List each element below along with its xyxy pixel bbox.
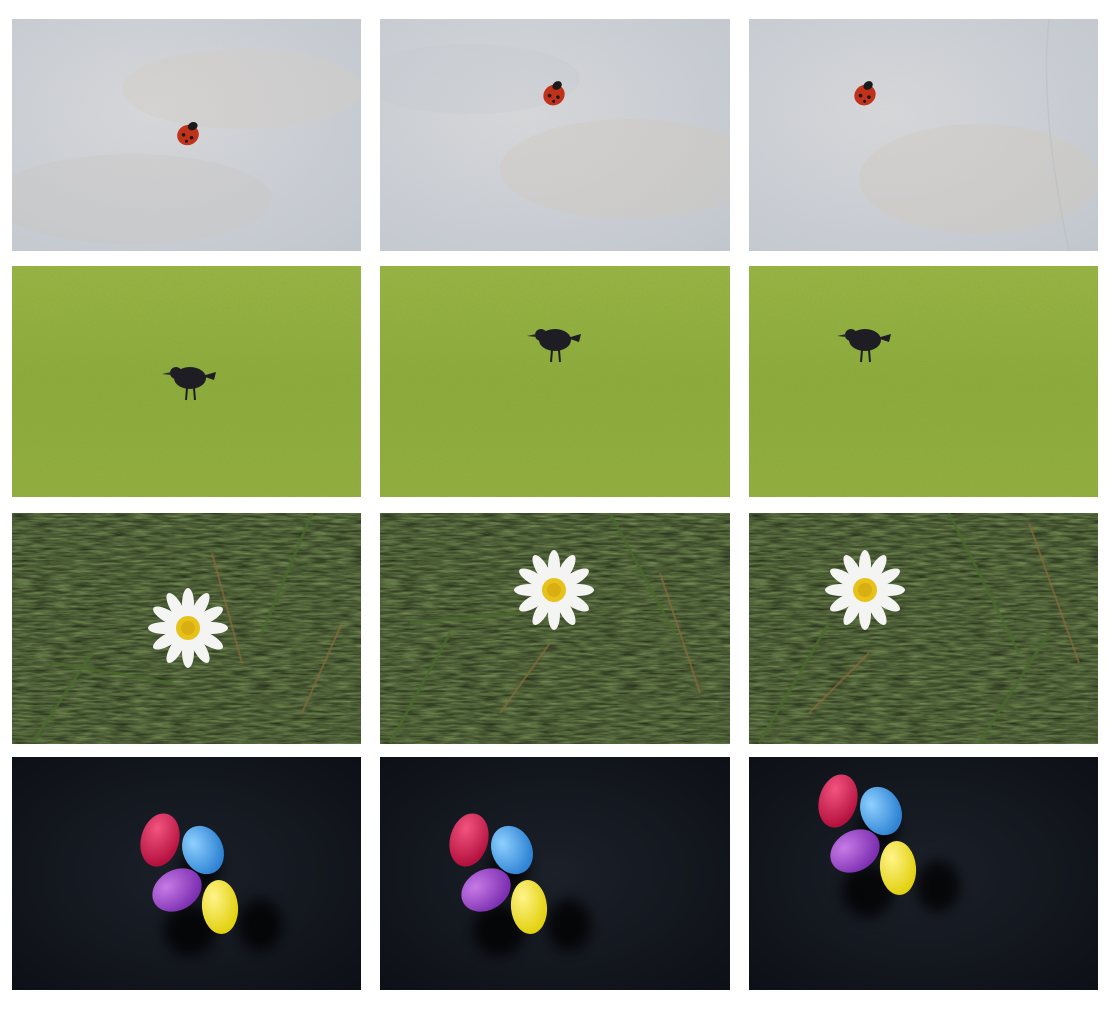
daisy-image-3 [749,513,1098,744]
bird-image-3 [749,266,1098,497]
blackbird [162,367,216,401]
daisy-image-1 [12,513,361,744]
ladybug-image-1 [12,19,361,251]
ladybug [177,121,199,146]
blackbird [837,329,891,363]
ladybug-image-3 [749,19,1098,251]
daisy-image-2 [380,513,730,744]
ladybug [854,81,876,106]
ladybug-image-2 [380,19,730,251]
jellybeans-image-3 [749,757,1098,990]
jellybeans-image-2 [380,757,730,990]
ladybug [543,81,565,106]
blackbird [527,329,581,363]
jellybeans-image-1 [12,757,361,990]
bird-image-1 [12,266,361,497]
bird-image-2 [380,266,730,497]
